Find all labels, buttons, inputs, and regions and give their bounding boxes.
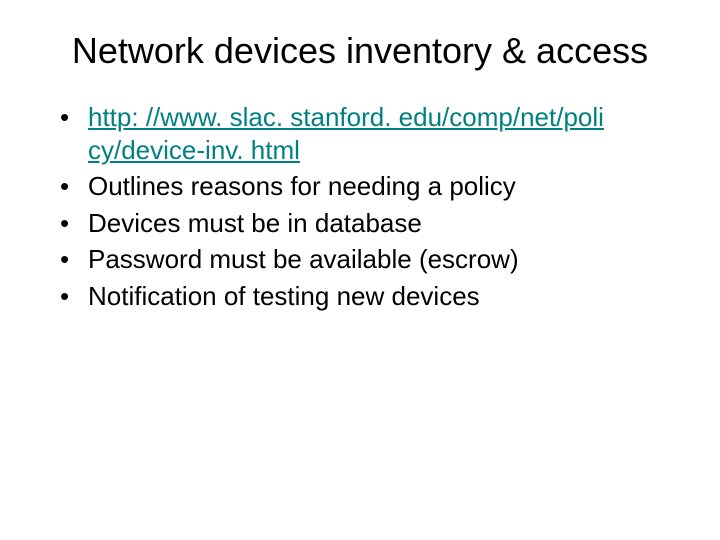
- bullet-item: Devices must be in database: [60, 207, 680, 240]
- bullet-item: Notification of testing new devices: [60, 280, 680, 313]
- bullet-text: Devices must be in database: [88, 208, 422, 238]
- bullet-item: Password must be available (escrow): [60, 243, 680, 276]
- bullet-text: Password must be available (escrow): [88, 244, 519, 274]
- bullet-item: Outlines reasons for needing a policy: [60, 170, 680, 203]
- slide-title: Network devices inventory & access: [40, 30, 680, 71]
- policy-url-link[interactable]: http: //www. slac. stanford. edu/comp/ne…: [88, 102, 604, 165]
- bullet-text: Notification of testing new devices: [88, 281, 480, 311]
- bullet-text: Outlines reasons for needing a policy: [88, 171, 516, 201]
- slide: Network devices inventory & access http:…: [0, 0, 720, 540]
- bullet-list: http: //www. slac. stanford. edu/comp/ne…: [60, 101, 680, 312]
- bullet-link-item: http: //www. slac. stanford. edu/comp/ne…: [60, 101, 680, 166]
